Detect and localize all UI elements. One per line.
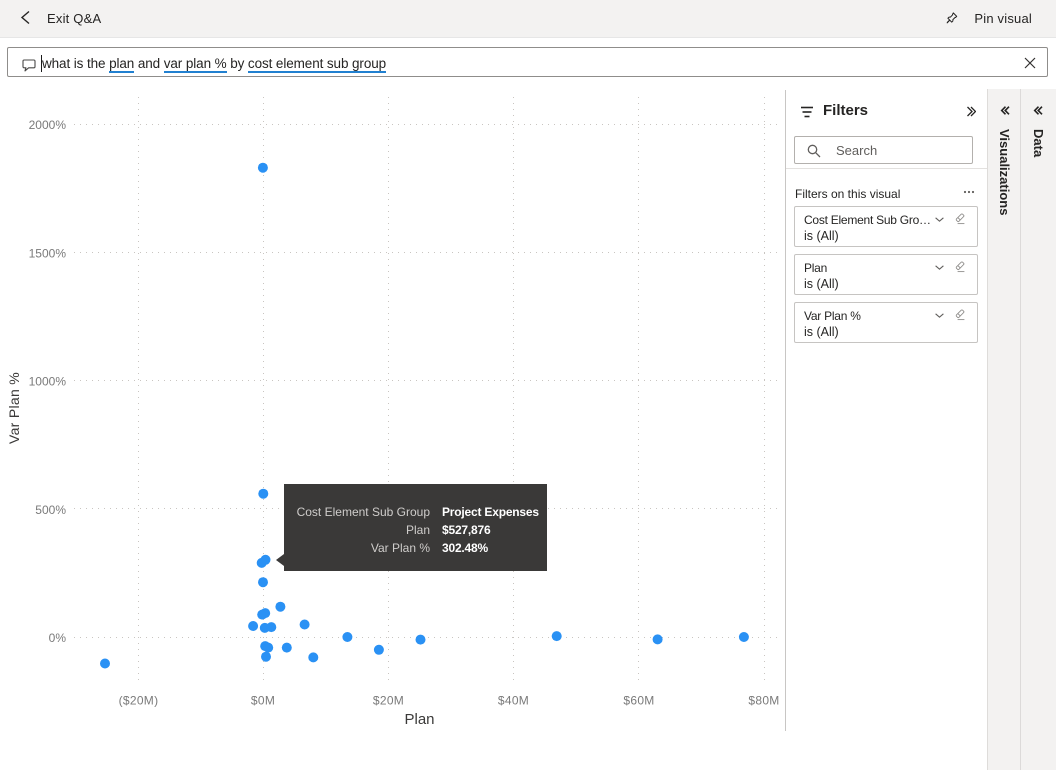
svg-text:2000%: 2000% <box>29 118 67 132</box>
svg-text:$0M: $0M <box>251 694 275 708</box>
svg-text:Plan: Plan <box>404 711 434 728</box>
svg-text:0%: 0% <box>49 631 67 645</box>
svg-text:1500%: 1500% <box>29 246 67 260</box>
svg-text:$60M: $60M <box>623 694 654 708</box>
svg-text:$40M: $40M <box>498 694 529 708</box>
svg-text:500%: 500% <box>35 503 66 517</box>
svg-text:$20M: $20M <box>373 694 404 708</box>
svg-text:$80M: $80M <box>748 694 779 708</box>
svg-text:1000%: 1000% <box>29 375 67 389</box>
svg-text:Var Plan %: Var Plan % <box>6 372 22 444</box>
svg-text:($20M): ($20M) <box>119 694 159 708</box>
